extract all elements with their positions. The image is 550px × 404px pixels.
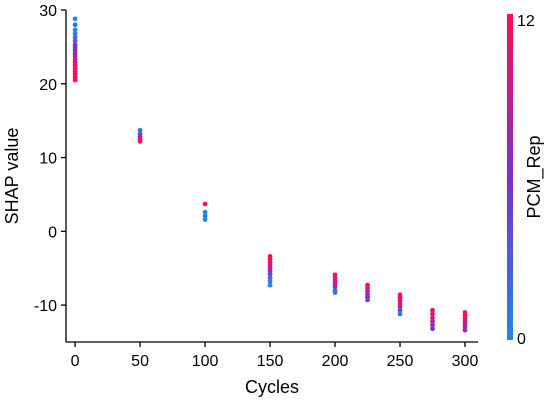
y-tick-label: 20 (39, 77, 57, 94)
data-point (202, 201, 208, 207)
data-point (72, 77, 78, 83)
data-point (397, 311, 403, 317)
colorbar-tick-max: 12 (517, 13, 535, 30)
data-point (430, 326, 435, 332)
data-point (137, 127, 143, 133)
x-tick-label: 250 (387, 353, 414, 370)
x-tick-label: 300 (452, 353, 479, 370)
data-point (72, 22, 78, 28)
x-tick-label: 200 (322, 353, 349, 370)
plot-area (72, 16, 468, 333)
y-tick-label: 10 (39, 151, 57, 168)
data-point (72, 38, 78, 44)
data-point (430, 315, 435, 321)
colorbar-tick-min: 0 (517, 331, 526, 348)
data-point (202, 213, 208, 219)
data-point (267, 282, 273, 288)
x-tick-label: 0 (71, 353, 80, 370)
data-point (72, 27, 78, 33)
y-axis-title: SHAP value (2, 128, 22, 225)
data-point (202, 209, 208, 215)
y-tick-label: 0 (48, 224, 57, 241)
data-point (332, 290, 338, 295)
colorbar-gradient (507, 14, 513, 340)
data-point (430, 307, 435, 313)
x-tick-label: 100 (192, 353, 219, 370)
data-point (462, 327, 468, 333)
data-point (332, 284, 338, 290)
data-point (72, 31, 78, 37)
y-tick-label: 30 (39, 3, 57, 20)
data-point (267, 279, 273, 284)
colorbar-title: PCM_Rep (524, 135, 545, 218)
x-axis-title: Cycles (245, 377, 299, 397)
x-tick-label: 150 (257, 353, 284, 370)
x-tick-label: 50 (131, 353, 149, 370)
colorbar (507, 14, 513, 340)
data-point (430, 322, 435, 328)
data-point (267, 271, 273, 277)
data-point (430, 318, 435, 324)
data-point (72, 16, 78, 22)
data-point (430, 311, 435, 317)
data-point (365, 297, 370, 303)
data-point (72, 34, 78, 40)
data-point (397, 307, 403, 313)
y-tick-label: -10 (34, 298, 57, 315)
data-point (397, 304, 403, 309)
data-point (137, 138, 143, 144)
data-point (267, 275, 273, 281)
data-point (202, 217, 208, 222)
